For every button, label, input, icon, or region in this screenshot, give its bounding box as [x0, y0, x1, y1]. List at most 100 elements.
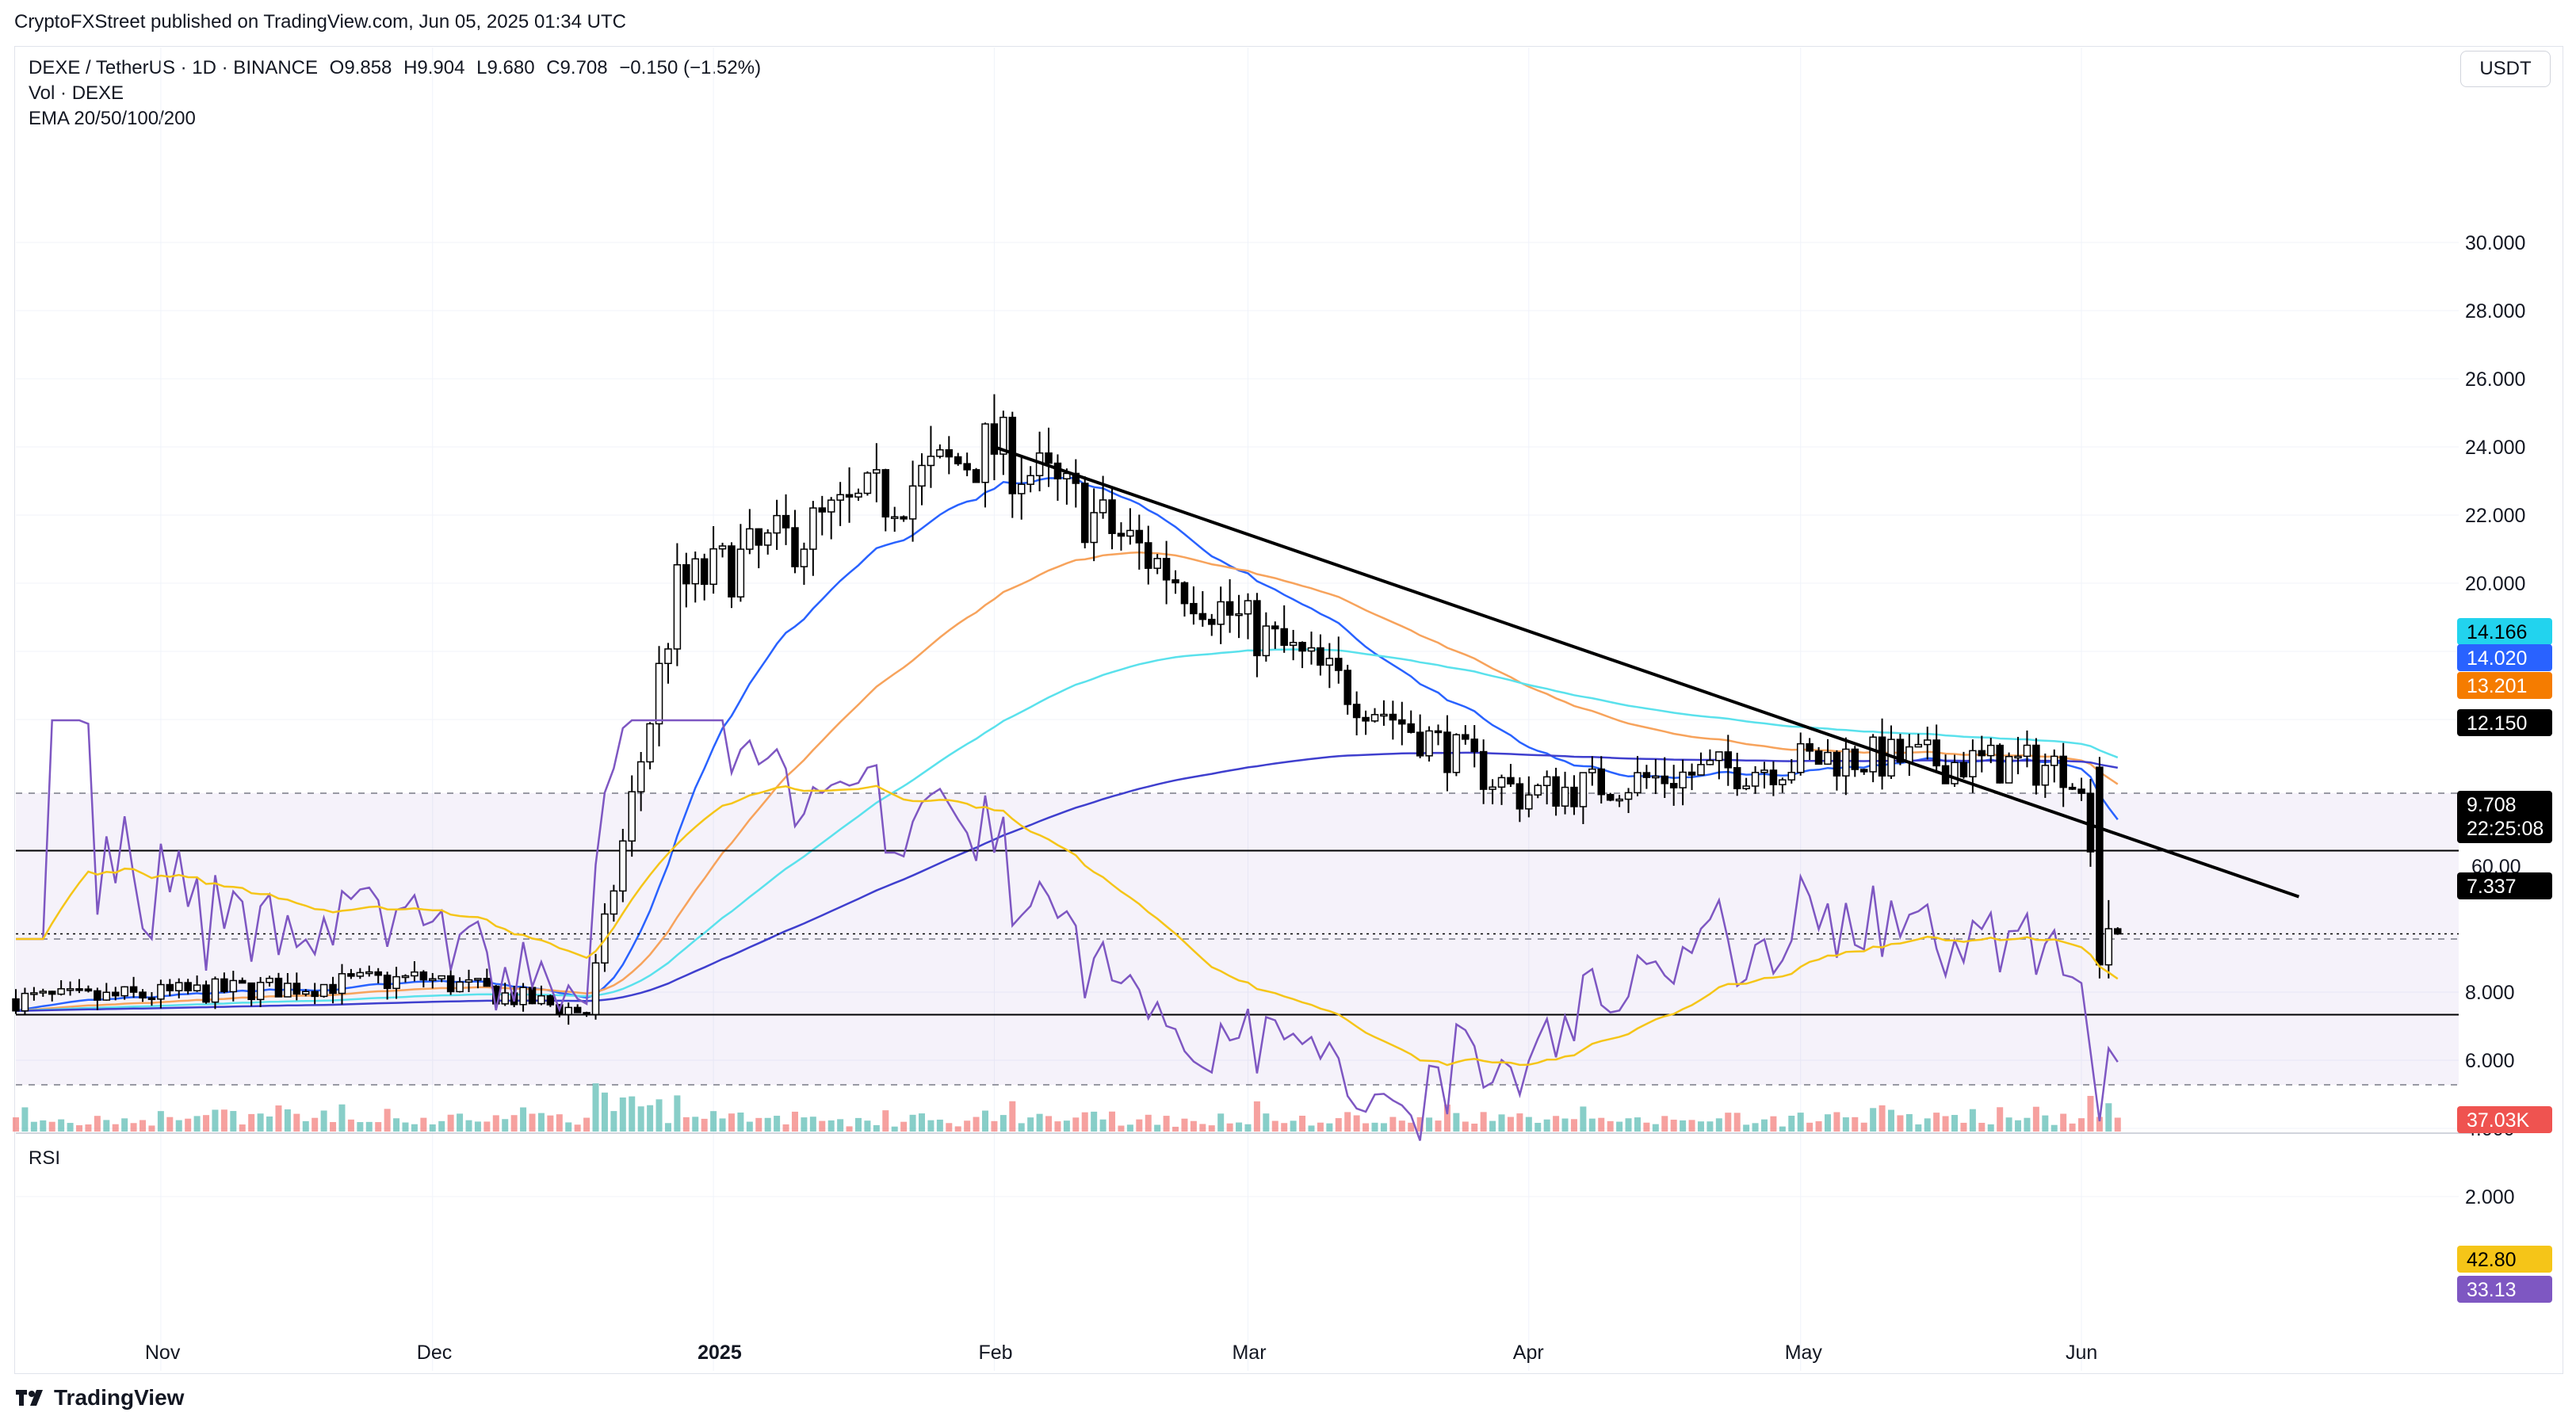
volume-badge-box — [2457, 1106, 2552, 1133]
publisher-line: CryptoFXStreet published on TradingView.… — [14, 11, 626, 32]
candle-body — [311, 991, 319, 998]
volume-bar — [1543, 1119, 1550, 1132]
candle-body — [1253, 600, 1261, 657]
candle-body — [827, 499, 835, 513]
volume-badge: 37.03K — [2467, 1109, 2530, 1132]
volume-bar — [1498, 1114, 1505, 1132]
open-value: O9.858 — [329, 57, 392, 78]
volume-bar — [1281, 1123, 1288, 1132]
candle-body — [1751, 772, 1760, 787]
price-tick-label: 30.000 — [2465, 232, 2525, 254]
volume-bar — [1208, 1125, 1215, 1132]
time-tick-label: Jun — [2066, 1342, 2097, 1364]
candle-body — [682, 564, 690, 585]
tradingview-brand: TradingView — [54, 1385, 185, 1410]
time-tick-label: May — [1785, 1342, 1823, 1364]
candle-body — [102, 991, 111, 1001]
candle-body — [1380, 713, 1388, 717]
volume-bar — [140, 1120, 147, 1132]
candle-body — [356, 971, 365, 977]
symbol-row[interactable]: DEXE / TetherUS · 1D · BINANCE O9.858 H9… — [29, 55, 761, 81]
volume-bar — [1308, 1125, 1315, 1132]
candle-body — [12, 998, 20, 1012]
candle-body — [963, 463, 971, 471]
candle-body — [646, 723, 654, 763]
support-badge-box — [2457, 872, 2552, 899]
volume-bar — [67, 1123, 74, 1132]
candle-body — [411, 971, 419, 977]
volume-bar — [701, 1118, 708, 1132]
volume-bar — [1416, 1117, 1424, 1132]
candle-body — [908, 485, 917, 520]
volume-bar — [647, 1105, 654, 1132]
candle-body — [174, 982, 183, 991]
volume-bar — [420, 1117, 427, 1132]
volume-bar — [1118, 1125, 1125, 1132]
rsi-legend[interactable]: RSI — [29, 1147, 61, 1169]
volume-bar — [1860, 1122, 1867, 1132]
volume-bar — [1815, 1120, 1822, 1132]
volume-bar — [465, 1120, 472, 1132]
currency-selector[interactable]: USDT — [2460, 51, 2551, 87]
candle-body — [836, 494, 844, 501]
volume-bar — [827, 1120, 835, 1132]
ema-50-line — [15, 551, 2119, 1012]
candle-body — [1959, 762, 1968, 777]
volume-bar — [1462, 1121, 1469, 1132]
candle-body — [1425, 730, 1433, 757]
candle-body — [383, 974, 392, 990]
candle-body — [1489, 786, 1496, 790]
candle-body — [266, 977, 273, 983]
volume-legend[interactable]: Vol · DEXE — [29, 82, 124, 104]
candle-body — [120, 986, 128, 997]
volume-bar — [1081, 1112, 1088, 1132]
candle-body — [1117, 532, 1126, 537]
candle-body — [773, 514, 781, 534]
price-tick-label: 28.000 — [2465, 300, 2525, 323]
candle-body — [1652, 775, 1660, 779]
candle-body — [1217, 601, 1225, 625]
volume-bar — [1715, 1118, 1722, 1132]
volume-bar — [1163, 1116, 1170, 1132]
volume-bar — [973, 1117, 980, 1132]
candle-body — [537, 994, 545, 1005]
candle-body — [1026, 475, 1034, 485]
candle-body — [1452, 734, 1461, 773]
volume-bar — [266, 1117, 273, 1132]
tradingview-footer[interactable]: TradingView — [14, 1385, 184, 1410]
candle-body — [1570, 786, 1578, 807]
candle-body — [1986, 744, 1995, 757]
volume-bar — [1199, 1124, 1206, 1132]
volume-bar — [510, 1115, 518, 1132]
candle-body — [1343, 670, 1351, 705]
volume-bar — [175, 1120, 182, 1132]
volume-bar — [601, 1092, 608, 1132]
candle-body — [1896, 739, 1905, 763]
volume-bar — [58, 1119, 65, 1132]
candle-body — [419, 971, 428, 981]
candle-body — [1833, 751, 1841, 777]
price-tick-label: 22.000 — [2465, 505, 2525, 527]
candle-body — [1561, 786, 1569, 807]
volume-bar — [1453, 1113, 1460, 1132]
time-tick-label: Mar — [1232, 1342, 1266, 1364]
volume-bar — [1389, 1117, 1397, 1132]
volume-bar — [1661, 1116, 1668, 1132]
candle-body — [2041, 765, 2050, 786]
volume-bar — [682, 1117, 690, 1132]
ema-legend[interactable]: EMA 20/50/100/200 — [29, 108, 196, 129]
candle-body — [1642, 772, 1651, 778]
volume-bar — [1136, 1119, 1143, 1132]
volume-bar — [1688, 1120, 1695, 1132]
volume-bar — [1181, 1118, 1188, 1132]
candle-body — [854, 492, 862, 498]
candle-body — [1470, 739, 1478, 753]
time-tick-label: Nov — [145, 1342, 181, 1364]
high-value: H9.904 — [403, 57, 465, 78]
candle-body — [75, 988, 83, 991]
candle-body — [564, 1006, 572, 1016]
candle-body — [446, 975, 455, 993]
volume-bar — [1987, 1124, 1994, 1132]
volume-bar — [629, 1096, 636, 1132]
